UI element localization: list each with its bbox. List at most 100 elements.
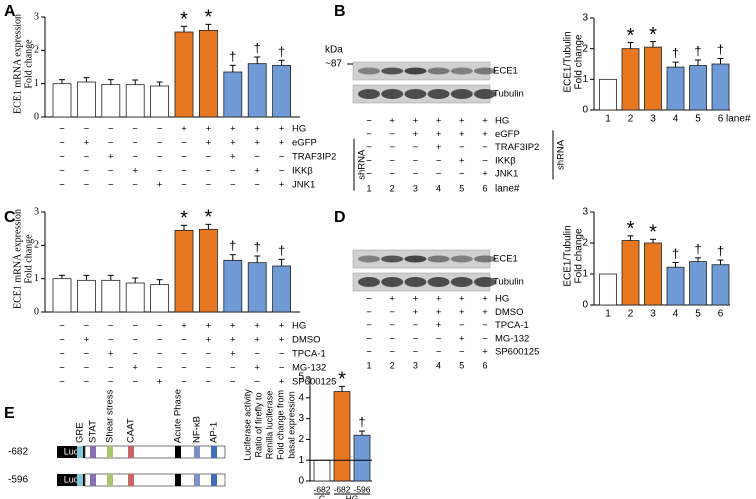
bar <box>125 84 145 118</box>
treatment-sign: + <box>254 363 260 374</box>
treatment-sign: − <box>157 321 163 332</box>
y-axis-label: Fold change <box>574 34 585 89</box>
blot-band <box>404 67 427 75</box>
treatment-sign: + <box>459 129 465 140</box>
bar <box>313 459 331 482</box>
bar <box>125 282 145 313</box>
treatment-sign: − <box>482 320 488 331</box>
x-tick-label: 3 <box>650 114 656 125</box>
treatment-sign: + <box>84 138 90 149</box>
treatment-sign: − <box>132 321 138 332</box>
treatment-label: DMSO <box>292 335 321 346</box>
treatment-sign: − <box>84 152 90 163</box>
x-tick-label: 5 <box>695 114 701 125</box>
bar <box>150 284 170 313</box>
treatment-sign: − <box>389 347 395 358</box>
blot-band <box>427 89 450 99</box>
blot-band <box>474 67 496 75</box>
promoter <box>84 473 226 487</box>
bracket-label: shRNA <box>556 139 567 170</box>
y-tick-label: 2 <box>34 240 39 251</box>
element-box <box>90 446 96 458</box>
treatment-sign: − <box>279 166 285 177</box>
blot-band <box>381 67 404 75</box>
treatment-sign: − <box>366 169 372 180</box>
treatment-sign: + <box>230 349 236 360</box>
significance-mark: † <box>694 241 701 256</box>
element-label: CAAT <box>126 418 137 443</box>
y-tick-label: 5 <box>298 372 304 383</box>
lane-number: 5 <box>459 183 464 193</box>
treatment-sign: + <box>389 294 395 305</box>
treatment-sign: + <box>482 307 488 318</box>
treatment-sign: − <box>132 152 138 163</box>
treatment-label: HG <box>495 294 509 305</box>
treatment-sign: − <box>59 377 65 388</box>
x-tick-label: -596 <box>353 484 370 494</box>
x-tick-label: 1 <box>605 114 611 125</box>
group-label: C <box>319 493 325 499</box>
treatment-sign: − <box>84 180 90 191</box>
treatment-sign: + <box>279 377 285 388</box>
significance-mark: * <box>180 208 188 230</box>
y-tick-label: 2 <box>582 238 588 249</box>
lane-number: 1 <box>366 183 371 193</box>
treatment-sign: − <box>389 333 395 344</box>
treatment-sign: − <box>366 333 372 344</box>
treatment-sign: − <box>108 377 114 388</box>
x-tick-label: -682 <box>333 484 350 494</box>
treatment-sign: − <box>108 124 114 135</box>
element-label: AP-1 <box>209 422 220 443</box>
bar <box>174 31 194 118</box>
treatment-sign: − <box>157 124 163 135</box>
treatment-sign: − <box>389 320 395 331</box>
bar <box>621 48 640 111</box>
treatment-sign: − <box>108 363 114 374</box>
element-label: Acute Phase <box>173 389 184 443</box>
bar <box>247 63 267 118</box>
blot-band <box>381 255 404 263</box>
treatment-sign: − <box>59 321 65 332</box>
treatment-sign: − <box>413 347 419 358</box>
treatment-sign: − <box>181 363 187 374</box>
significance-mark: * <box>205 207 213 229</box>
lane-number: 1 <box>366 360 371 370</box>
treatment-sign: + <box>279 138 285 149</box>
treatment-sign: − <box>59 166 65 177</box>
treatment-sign: + <box>482 294 488 305</box>
treatment-sign: − <box>84 377 90 388</box>
treatment-label: eGFP <box>495 129 520 140</box>
treatment-sign: − <box>181 166 187 177</box>
treatment-sign: + <box>230 152 236 163</box>
y-axis-label: Renilla luciferase <box>264 391 274 460</box>
bar <box>272 64 292 118</box>
bar <box>666 66 685 111</box>
blot-band <box>474 89 496 99</box>
y-axis-label: Fold change from <box>275 390 285 460</box>
treatment-label: JNK1 <box>292 180 315 191</box>
treatment-sign: − <box>389 142 395 153</box>
treatment-label: DMSO <box>495 307 524 318</box>
significance-mark: * <box>649 24 657 46</box>
element-box <box>175 446 181 458</box>
treatment-sign: + <box>132 166 138 177</box>
treatment-sign: − <box>181 138 187 149</box>
y-tick-label: 3 <box>34 206 39 217</box>
treatment-sign: − <box>389 155 395 166</box>
treatment-sign: + <box>230 124 236 135</box>
treatment-sign: − <box>482 142 488 153</box>
y-tick-label: 1 <box>582 74 588 85</box>
treatment-sign: − <box>59 152 65 163</box>
blot-band <box>450 277 473 287</box>
significance-mark: † <box>254 40 261 55</box>
treatment-sign: − <box>436 333 442 344</box>
element-box <box>175 474 181 486</box>
bar <box>247 262 267 313</box>
y-tick-label: 3 <box>298 413 304 424</box>
y-axis-label: Fold change <box>574 228 585 283</box>
treatment-sign: − <box>230 166 236 177</box>
y-tick-label: 0 <box>34 306 39 317</box>
treatment-sign: + <box>413 307 419 318</box>
promoter <box>84 445 226 459</box>
